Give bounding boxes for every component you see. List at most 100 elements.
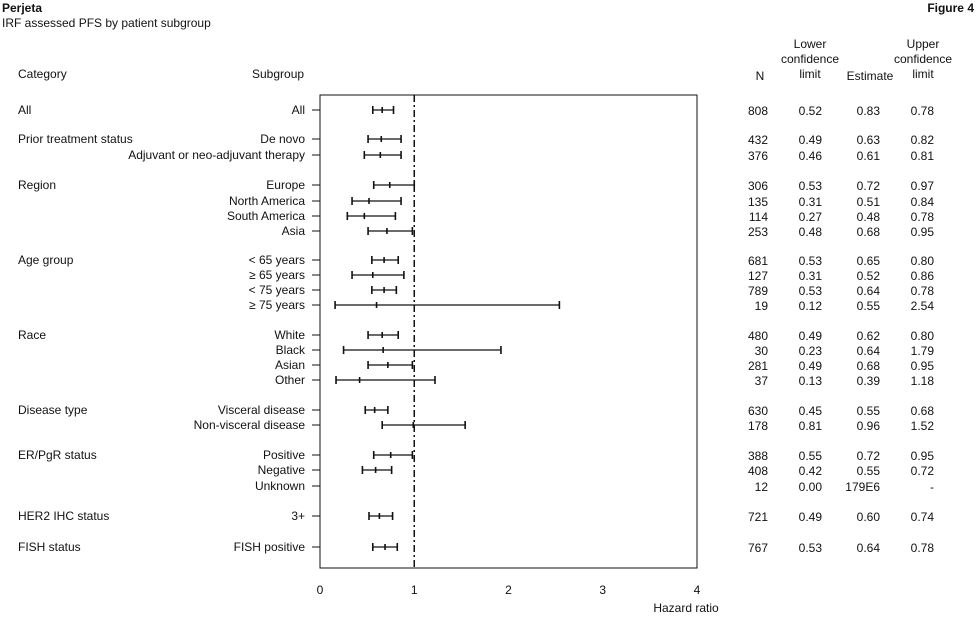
- n-value: 681: [747, 254, 768, 268]
- category-label: HER2 IHC status: [18, 509, 110, 523]
- upper-limit-value: 0.78: [910, 210, 934, 224]
- category-column-header: Category: [18, 67, 67, 81]
- estimate-value: 0.62: [856, 329, 880, 343]
- lower-limit-value: 0.42: [798, 464, 822, 478]
- upper-limit-value: 0.81: [910, 149, 934, 163]
- subgroup-label: 3+: [291, 509, 305, 523]
- subgroup-label: < 65 years: [248, 253, 305, 267]
- category-label: Race: [18, 328, 47, 342]
- lower-limit-value: 0.53: [798, 541, 822, 555]
- x-tick-label: 1: [411, 583, 418, 597]
- upper-limit-value: 0.95: [910, 225, 934, 239]
- lower-limit-value: 0.23: [798, 344, 822, 358]
- lower-limit-value: 0.49: [798, 510, 822, 524]
- category-label: FISH status: [18, 540, 81, 554]
- subgroup-label: Adjuvant or neo-adjuvant therapy: [128, 148, 305, 162]
- category-label: Disease type: [18, 403, 88, 417]
- estimate-value: 0.65: [856, 254, 880, 268]
- estimate-value: 0.64: [856, 541, 880, 555]
- lower-header-line-2: confidence: [780, 52, 840, 66]
- lower-limit-value: 0.55: [798, 449, 822, 463]
- subgroup-label: South America: [226, 209, 305, 223]
- upper-limit-value: 0.78: [910, 541, 934, 555]
- upper-limit-value: 0.86: [910, 269, 934, 283]
- subgroup-label: Negative: [257, 463, 305, 477]
- category-label: ER/PgR status: [18, 448, 97, 462]
- x-axis-label: Hazard ratio: [653, 601, 719, 615]
- lower-limit-value: 0.49: [798, 329, 822, 343]
- estimate-value: 0.61: [856, 149, 880, 163]
- n-value: 376: [747, 149, 768, 163]
- lower-limit-value: 0.53: [798, 179, 822, 193]
- chart-subtitle: IRF assessed PFS by patient subgroup: [2, 16, 211, 30]
- n-value: 178: [747, 419, 768, 433]
- upper-limit-value: 1.79: [910, 344, 934, 358]
- n-column-header: N: [755, 69, 765, 83]
- subgroup-label: Other: [274, 373, 305, 387]
- lower-limit-value: 0.53: [798, 284, 822, 298]
- upper-limit-column-header: Upper confidence limit: [888, 37, 958, 82]
- lower-limit-value: 0.46: [798, 149, 822, 163]
- category-label: All: [18, 103, 32, 117]
- upper-limit-value: 0.72: [910, 464, 934, 478]
- upper-header-line-3: limit: [912, 67, 934, 81]
- upper-limit-value: 1.18: [910, 374, 934, 388]
- n-value: 30: [754, 344, 768, 358]
- plot-frame: [319, 94, 698, 569]
- x-tick-label: 4: [694, 583, 701, 597]
- n-value: 12: [754, 480, 768, 494]
- estimate-value: 0.68: [856, 225, 880, 239]
- n-value: 306: [747, 179, 768, 193]
- estimate-value: 0.72: [856, 449, 880, 463]
- lower-limit-column-header: Lower confidence limit: [775, 37, 845, 82]
- n-value: 114: [748, 210, 768, 224]
- x-tick-label: 3: [599, 583, 606, 597]
- estimate-value: 0.96: [856, 419, 880, 433]
- n-value: 37: [754, 374, 768, 388]
- lower-header-line-3: limit: [799, 67, 821, 81]
- x-tick-label: 2: [505, 583, 512, 597]
- n-value: 408: [747, 464, 768, 478]
- estimate-value: 0.64: [856, 344, 880, 358]
- subgroup-label: Asia: [281, 224, 305, 238]
- x-axis-ticks: 0 1 2 3 4: [317, 583, 701, 597]
- upper-header-line-1: Upper: [906, 37, 940, 51]
- n-value: 808: [747, 104, 768, 118]
- n-value: 630: [747, 404, 768, 418]
- upper-limit-value: 0.80: [910, 329, 934, 343]
- n-value: 480: [747, 329, 768, 343]
- estimate-value: 179E6: [845, 480, 880, 494]
- subgroup-label: Europe: [266, 178, 305, 192]
- n-value: 721: [747, 510, 768, 524]
- subgroup-label: Positive: [262, 448, 305, 462]
- lower-limit-value: 0.00: [798, 480, 822, 494]
- lower-limit-value: 0.31: [798, 269, 822, 283]
- estimate-value: 0.55: [856, 404, 880, 418]
- lower-limit-value: 0.49: [798, 359, 822, 373]
- subgroup-label: Unknown: [254, 479, 305, 493]
- lower-limit-value: 0.31: [798, 195, 822, 209]
- upper-limit-value: 0.97: [910, 179, 934, 193]
- upper-limit-value: 2.54: [910, 299, 934, 313]
- estimate-value: 0.64: [856, 284, 880, 298]
- n-value: 767: [747, 541, 768, 555]
- subgroup-label: ≥ 65 years: [249, 268, 305, 282]
- upper-limit-value: 0.78: [910, 104, 934, 118]
- upper-limit-value: 1.52: [910, 419, 934, 433]
- report-title: Perjeta: [2, 1, 43, 15]
- plot-marks: [312, 106, 561, 551]
- subgroup-label: All: [291, 103, 305, 117]
- estimate-value: 0.51: [856, 195, 880, 209]
- n-value: 281: [747, 359, 768, 373]
- n-value: 388: [747, 449, 768, 463]
- subgroup-label: ≥ 75 years: [249, 298, 305, 312]
- lower-limit-value: 0.52: [798, 104, 822, 118]
- upper-limit-value: 0.84: [910, 195, 934, 209]
- lower-limit-value: 0.48: [798, 225, 822, 239]
- lower-limit-value: 0.53: [798, 254, 822, 268]
- estimate-value: 0.39: [856, 374, 880, 388]
- upper-header-line-2: confidence: [893, 52, 953, 66]
- n-value: 432: [747, 133, 768, 147]
- subgroup-label: White: [274, 328, 305, 342]
